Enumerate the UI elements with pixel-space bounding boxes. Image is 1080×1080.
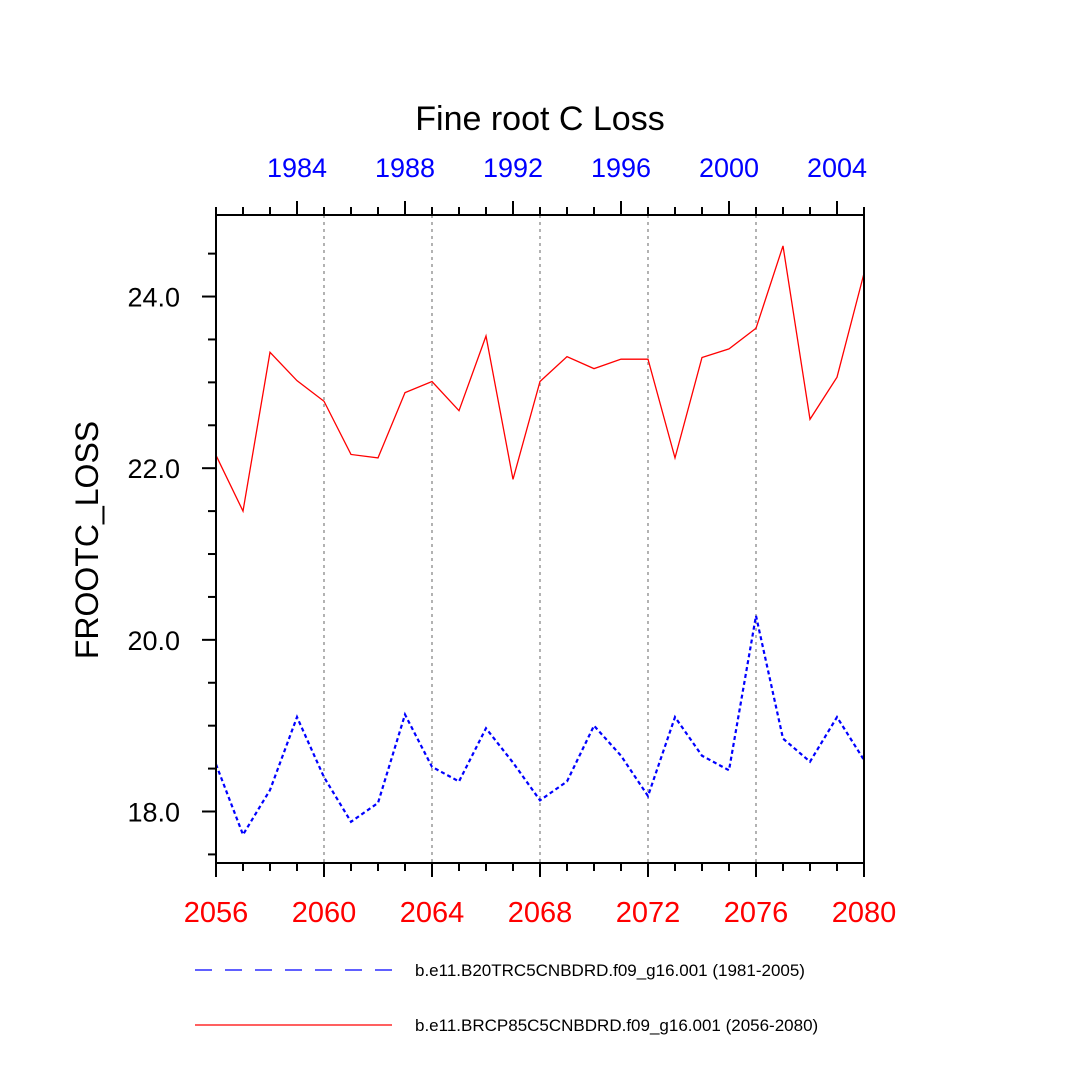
x-bottom-tick-label: 2064	[400, 897, 465, 929]
x-bottom-tick-label: 2068	[508, 897, 573, 929]
y-tick-label: 18.0	[127, 798, 180, 828]
grid-layer	[323, 215, 757, 863]
x-top-tick-label: 1988	[375, 153, 435, 183]
x-top-tick-label: 1996	[591, 153, 651, 183]
series-layer	[214, 245, 865, 838]
series-line-historical	[214, 615, 865, 838]
y-tick-label: 24.0	[127, 283, 180, 313]
tick-layer	[202, 201, 865, 877]
legend: b.e11.B20TRC5CNBDRD.f09_g16.001 (1981-20…	[195, 961, 818, 1035]
chart-title: Fine root C Loss	[415, 100, 664, 138]
x-top-tick-label: 2000	[699, 153, 759, 183]
x-bottom-tick-label: 2080	[832, 897, 897, 929]
x-top-tick-label: 1992	[483, 153, 543, 183]
legend-label-historical: b.e11.B20TRC5CNBDRD.f09_g16.001 (1981-20…	[415, 961, 805, 980]
label-layer: 2056 2060 2064 2068 2072 2076 2080 1984 1988 1992…	[127, 153, 896, 929]
y-tick-label: 22.0	[127, 454, 180, 484]
series-line-rcp85	[215, 245, 865, 514]
legend-label-rcp85: b.e11.BRCP85C5CNBDRD.f09_g16.001 (2056-2…	[415, 1016, 818, 1035]
x-top-tick-label: 1984	[267, 153, 327, 183]
x-bottom-tick-label: 2072	[616, 897, 681, 929]
x-bottom-tick-label: 2076	[724, 897, 789, 929]
y-axis-label: FROOTC_LOSS	[69, 421, 105, 659]
x-bottom-tick-label: 2060	[292, 897, 357, 929]
y-tick-label: 20.0	[127, 626, 180, 656]
x-top-tick-label: 2004	[807, 153, 867, 183]
x-bottom-tick-label: 2056	[184, 897, 249, 929]
